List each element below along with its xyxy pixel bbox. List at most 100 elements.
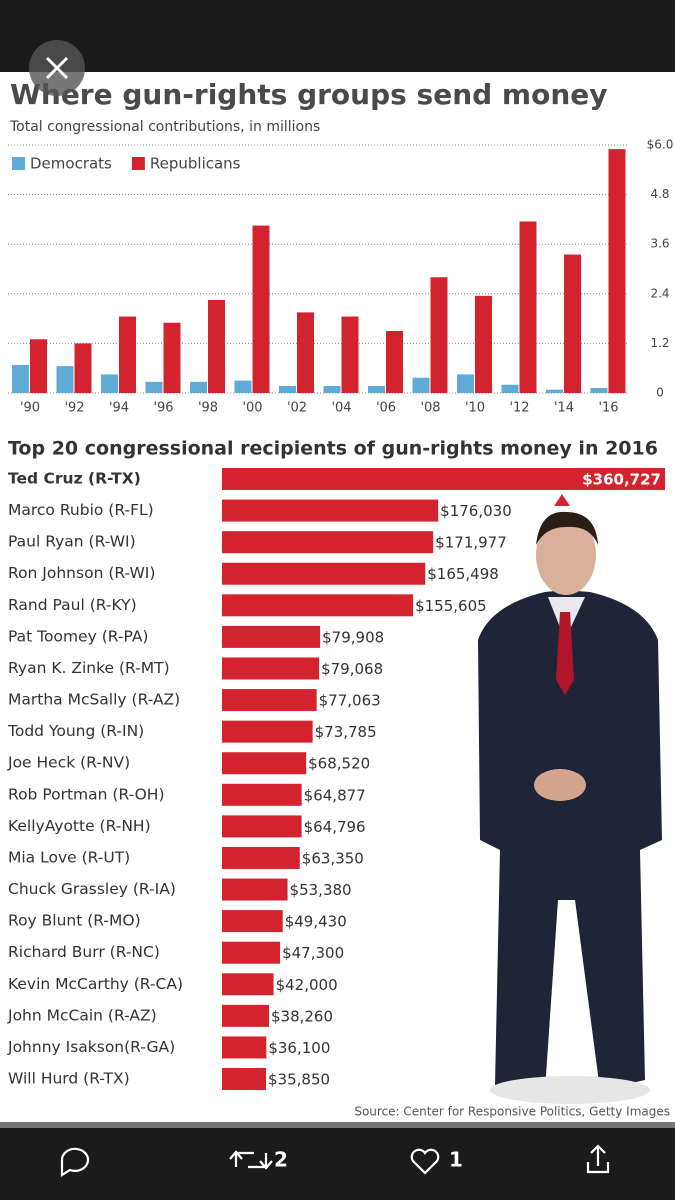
bar [222, 689, 317, 712]
value-label: $47,300 [282, 944, 344, 962]
bar [279, 385, 296, 393]
bar [564, 254, 581, 393]
bar [222, 941, 281, 964]
category-label: Ted Cruz (R-TX) [8, 470, 141, 488]
bar [368, 385, 385, 393]
top-bar [0, 0, 675, 72]
value-label: $36,100 [268, 1039, 330, 1057]
bar [475, 295, 492, 393]
bar [457, 374, 474, 393]
source: Source: Center for Responsive Politics, … [354, 1105, 670, 1119]
x-tick-label: '12 [509, 401, 529, 416]
x-tick-label: '00 [242, 401, 262, 416]
pointer [554, 494, 570, 506]
value-label: $64,877 [304, 786, 366, 804]
bar [430, 277, 448, 393]
chart-title: Where gun-rights groups send money [10, 78, 608, 111]
bar [546, 389, 563, 393]
y-tick-label: 4.8 [650, 187, 669, 201]
bar [119, 316, 136, 393]
bar [323, 385, 341, 393]
separator [0, 1122, 675, 1128]
category-label: Rob Portman (R-OH) [8, 785, 165, 803]
bar [412, 377, 430, 393]
share-icon[interactable] [586, 1144, 610, 1174]
bar [341, 316, 359, 393]
bar [74, 343, 92, 393]
bar [145, 381, 163, 393]
retweet-icon[interactable] [229, 1150, 273, 1170]
value-label: $155,605 [415, 597, 487, 615]
bar [222, 720, 313, 743]
value-label: $77,063 [319, 692, 381, 710]
bar [30, 339, 47, 393]
bar [222, 468, 665, 490]
y-tick-label: $6.0 [647, 138, 674, 152]
x-tick-label: '16 [598, 401, 618, 416]
x-tick-label: '02 [287, 401, 307, 416]
value-label: $42,000 [276, 976, 338, 994]
bar [208, 300, 225, 393]
person-photo [478, 511, 662, 1104]
category-label: Johnny Isakson(R-GA) [7, 1038, 175, 1056]
x-tick-label: '04 [331, 401, 351, 416]
x-tick-label: '90 [20, 401, 40, 416]
bar [252, 225, 270, 393]
category-label: Paul Ryan (R-WI) [8, 533, 136, 551]
category-label: Joe Heck (R-NV) [7, 754, 130, 772]
retweet-count: 2 [274, 1148, 288, 1172]
x-tick-label: '06 [376, 401, 396, 416]
bar [222, 752, 307, 775]
y-tick-label: 0 [656, 386, 664, 400]
legend-label: Democrats [30, 155, 112, 173]
value-label: $79,908 [322, 628, 384, 646]
bar [234, 380, 252, 393]
bar [608, 149, 626, 393]
x-tick-label: '94 [109, 401, 129, 416]
bar [590, 388, 608, 393]
x-tick-label: '10 [465, 401, 485, 416]
bar [386, 331, 403, 393]
x-tick-label: '92 [64, 401, 84, 416]
bar [222, 878, 288, 901]
y-tick-label: 1.2 [650, 336, 669, 350]
value-label: $79,068 [321, 660, 383, 678]
chart-subtitle: Total congressional contributions, in mi… [9, 119, 320, 135]
x-tick-label: '96 [153, 401, 173, 416]
value-label: $171,977 [435, 534, 507, 552]
bar [222, 657, 320, 680]
x-tick-label: '14 [554, 401, 574, 416]
value-label: $165,498 [427, 565, 499, 583]
category-label: Pat Toomey (R-PA) [8, 627, 148, 645]
category-label: Chuck Grassley (R-IA) [8, 880, 176, 898]
category-label: Roy Blunt (R-MO) [8, 912, 141, 930]
value-label: $38,260 [271, 1007, 333, 1025]
like-count: 1 [449, 1148, 463, 1172]
legend-swatch [12, 157, 25, 170]
chart-title: Top 20 congressional recipients of gun-r… [8, 438, 658, 460]
close-icon[interactable] [45, 56, 69, 80]
value-label: $64,796 [304, 818, 366, 836]
category-label: Ron Johnson (R-WI) [8, 564, 155, 582]
like-icon[interactable] [410, 1148, 440, 1175]
bar [12, 364, 29, 393]
bar [222, 562, 426, 585]
value-label: $360,727 [582, 471, 661, 489]
value-label: $53,380 [290, 881, 352, 899]
bar [222, 1068, 267, 1091]
category-label: KellyAyotte (R-NH) [8, 817, 151, 835]
bar [222, 846, 300, 869]
category-label: Todd Young (R-IN) [7, 722, 144, 740]
value-label: $63,350 [302, 849, 364, 867]
bar [222, 594, 414, 617]
reply-icon[interactable] [60, 1147, 90, 1177]
legend-label: Republicans [150, 155, 241, 173]
bar [222, 815, 302, 838]
bar [222, 499, 439, 522]
bar [222, 531, 434, 554]
bar [222, 973, 274, 996]
bar [501, 384, 519, 393]
bar [222, 910, 283, 933]
category-label: Mia Love (R-UT) [8, 848, 130, 866]
bar [222, 783, 302, 806]
